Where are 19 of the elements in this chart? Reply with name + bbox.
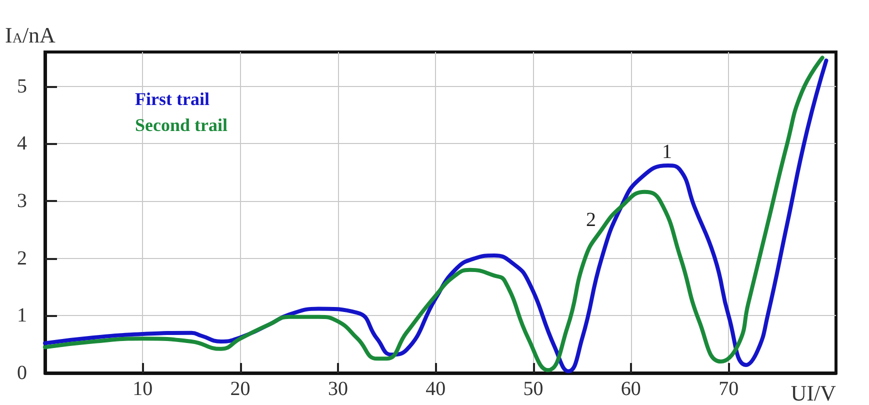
- y-axis-title: IA/nA: [5, 22, 56, 48]
- y-tick-label: 2: [17, 247, 27, 270]
- text: Second trail: [135, 115, 228, 135]
- y-tick-label: 0: [17, 362, 27, 384]
- y-tick-label: 5: [17, 75, 27, 98]
- x-tick-label: 50: [523, 378, 544, 400]
- x-tick-label: 70: [718, 378, 739, 400]
- annotation: 1: [662, 141, 672, 163]
- y-tick-label: 4: [17, 132, 27, 155]
- x-tick-label: 10: [132, 378, 153, 400]
- x-axis-title: UI/V: [790, 380, 836, 405]
- x-tick-label: 30: [328, 378, 348, 400]
- y-tick-label: 3: [17, 190, 27, 212]
- x-tick-label: 40: [426, 378, 446, 400]
- x-tick-label: 20: [230, 378, 250, 400]
- text: First trail: [135, 89, 210, 109]
- annotation: 2: [586, 209, 596, 231]
- y-tick-label: 1: [17, 304, 27, 327]
- x-tick-label: 60: [620, 378, 641, 400]
